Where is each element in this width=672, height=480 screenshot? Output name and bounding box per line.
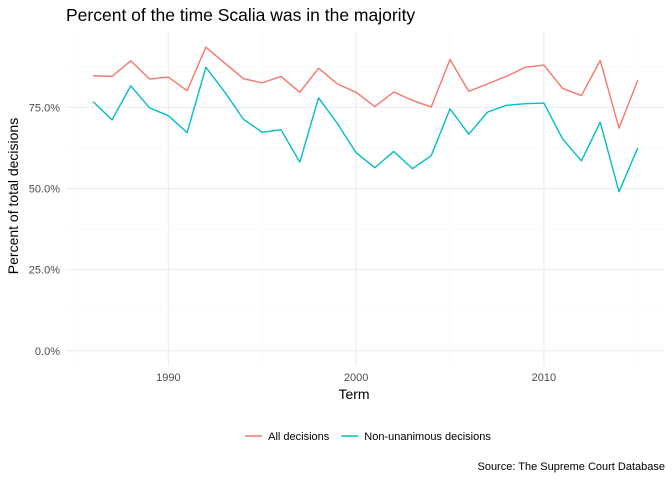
y-tick-label: 0.0% [35, 346, 60, 358]
y-tick-label: 50.0% [29, 183, 60, 195]
legend-item: Non-unanimous decisions [341, 431, 491, 443]
chart-caption: Source: The Supreme Court Database [477, 461, 665, 473]
plot-grid [66, 32, 665, 366]
y-tick-label: 75.0% [29, 102, 60, 114]
x-tick-label: 2010 [532, 372, 556, 384]
x-axis-ticks: 1990 2000 2010 [156, 372, 556, 384]
legend-label: Non-unanimous decisions [364, 431, 491, 443]
plot-series [92, 46, 639, 193]
legend: All decisions Non-unanimous decisions [245, 431, 491, 443]
x-tick-label: 1990 [156, 372, 180, 384]
series-points [93, 67, 638, 192]
y-tick-label: 25.0% [29, 265, 60, 277]
x-tick-label: 2000 [344, 372, 368, 384]
chart-title: Percent of the time Scalia was in the ma… [66, 5, 415, 25]
series-points [93, 47, 638, 129]
legend-label: All decisions [268, 431, 330, 443]
y-axis-title: Percent of total decisions [5, 118, 21, 274]
legend-item: All decisions [245, 431, 330, 443]
series-line-all-decisions [93, 46, 639, 129]
y-axis-ticks: 0.0% 25.0% 50.0% 75.0% [29, 102, 60, 358]
series-line-non-unanimous [92, 66, 639, 193]
x-axis-title: Term [338, 386, 369, 402]
